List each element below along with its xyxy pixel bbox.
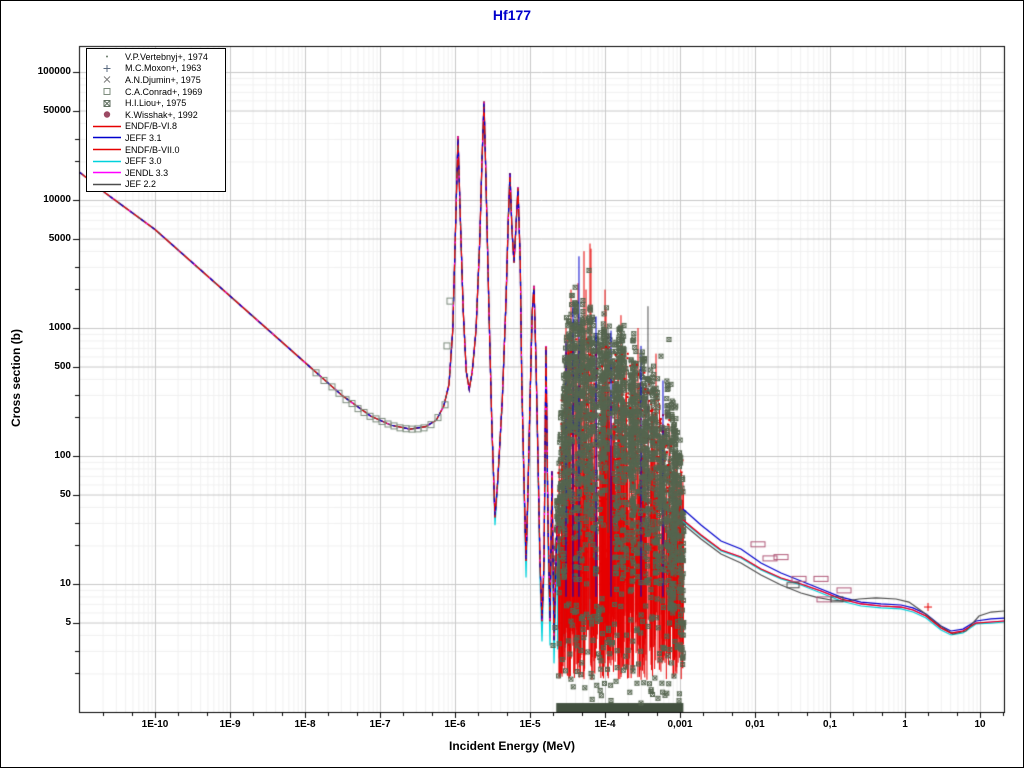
x-tick-label: 1E-4	[594, 719, 616, 730]
filled-circle-icon	[103, 111, 111, 118]
legend-item: A.N.Djumin+, 1975	[89, 74, 225, 86]
y-tick-label: 10000	[43, 194, 71, 205]
x-tick-label: 0,01	[745, 719, 765, 730]
x-tick-label: 0,1	[823, 719, 837, 730]
legend-item: V.P.Vertebnyj+, 1974	[89, 51, 225, 63]
x-tick-label: 10	[974, 719, 986, 730]
y-tick-label: 500	[54, 360, 71, 372]
square-icon	[103, 88, 111, 96]
x-tick-label: 1E-9	[219, 719, 241, 730]
legend-item: JEFF 3.1	[89, 132, 225, 144]
legend-label: ENDF/B-VI.8	[125, 121, 178, 132]
y-tick-label: 10	[59, 578, 71, 589]
legend-label: V.P.Vertebnyj+, 1974	[125, 51, 208, 62]
y-tick-label: 100	[54, 450, 71, 461]
line-icon	[93, 137, 121, 139]
legend-item: JENDL 3.3	[89, 167, 225, 179]
legend-label: JEFF 3.0	[125, 156, 162, 167]
dot-icon	[106, 55, 108, 58]
legend-label: JEFF 3.1	[125, 132, 162, 143]
x-axis-label: Incident Energy (MeV)	[448, 739, 576, 753]
cross-icon	[103, 76, 111, 84]
x-tick-label: 1E-7	[369, 719, 391, 730]
y-tick-label: 50	[59, 488, 71, 500]
line-icon	[93, 183, 121, 186]
legend-item: JEF 2.2	[89, 179, 225, 191]
line-icon	[93, 171, 121, 174]
y-tick-label: 5000	[48, 232, 71, 244]
x-tick-label: 1E-6	[444, 719, 466, 730]
legend-label: JENDL 3.3	[125, 167, 169, 178]
legend-item: ENDF/B-VII.0	[89, 144, 225, 156]
line-icon	[93, 125, 121, 128]
legend-item: H.I.Liou+, 1975	[89, 97, 225, 109]
legend-item: C.A.Conrad+, 1969	[89, 86, 225, 98]
line-icon	[93, 160, 121, 162]
legend-label: JEF 2.2	[125, 179, 157, 190]
legend-item: K.Wisshak+, 1992	[89, 109, 225, 121]
x-tick-label: 0,001	[667, 719, 693, 730]
legend-label: H.I.Liou+, 1975	[125, 98, 187, 109]
legend-item: M.C.Moxon+, 1963	[89, 63, 225, 75]
legend-item: JEFF 3.0	[89, 155, 225, 167]
legend-label: K.Wisshak+, 1992	[125, 109, 198, 120]
legend-label: A.N.Djumin+, 1975	[125, 74, 201, 85]
legend-item: ENDF/B-VI.8	[89, 121, 225, 133]
y-axis-label: Cross section (b)	[9, 329, 23, 428]
y-tick-label: 100000	[37, 66, 71, 77]
legend-label: ENDF/B-VII.0	[125, 144, 180, 155]
x-tick-label: 1E-5	[519, 719, 541, 730]
line-icon	[93, 148, 121, 151]
y-tick-label: 1000	[48, 322, 71, 333]
legend: V.P.Vertebnyj+, 1974 M.C.Moxon+, 1963 A.N.…	[86, 48, 226, 192]
x-tick-label: 1E-10	[141, 719, 169, 730]
legend-label: M.C.Moxon+, 1963	[125, 63, 202, 74]
legend-label: C.A.Conrad+, 1969	[125, 86, 203, 97]
y-tick-label: 5	[65, 616, 71, 628]
y-tick-label: 50000	[43, 104, 71, 116]
x-tick-label: 1E-8	[294, 719, 316, 730]
plus-icon	[103, 64, 111, 72]
x-tick-label: 1	[902, 719, 908, 730]
crossed-square-icon	[103, 99, 111, 107]
